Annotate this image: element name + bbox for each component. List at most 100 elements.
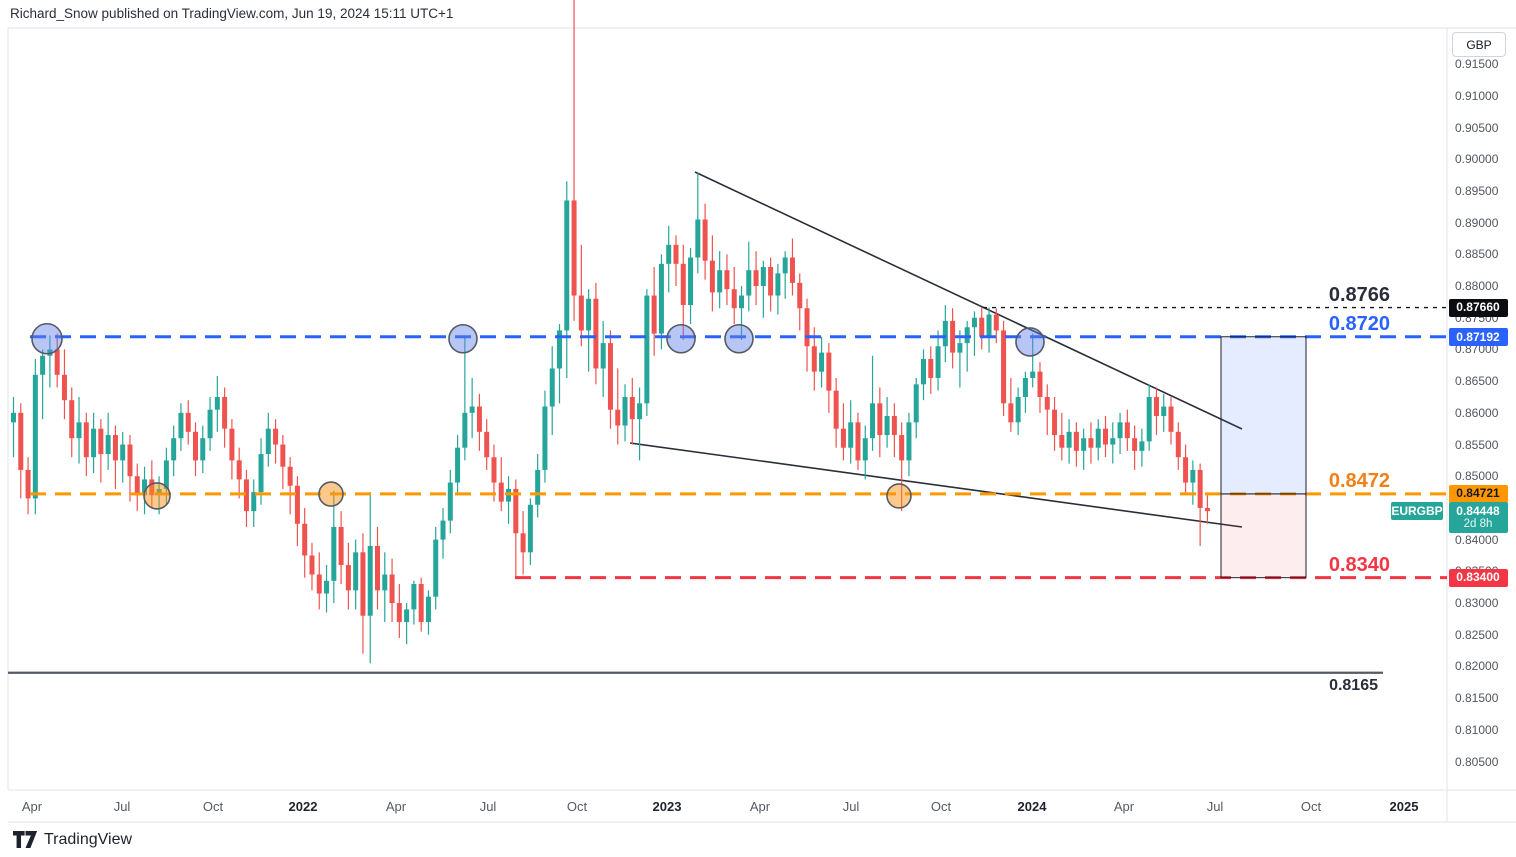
candle-body <box>120 444 126 461</box>
candle-body <box>615 409 621 426</box>
projection-box[interactable] <box>1220 493 1307 579</box>
candle-body <box>527 504 533 553</box>
candle-body <box>331 526 337 581</box>
candle-body <box>870 403 876 439</box>
candle-body <box>877 403 883 436</box>
candle-body <box>913 384 919 423</box>
candle-body <box>229 428 235 461</box>
candle-body <box>302 523 308 556</box>
brand-text: TradingView <box>44 830 133 848</box>
candle-body <box>251 492 257 512</box>
candle-body <box>622 396 628 426</box>
candle-body <box>826 352 832 391</box>
brand-footer: TradingView <box>13 830 132 849</box>
candle-body <box>258 454 264 493</box>
candle-body <box>1037 371 1043 397</box>
candle-body <box>637 403 643 420</box>
candle-body <box>32 374 38 499</box>
candle-body <box>840 428 846 448</box>
candle-body <box>287 466 293 486</box>
candle-body <box>178 412 184 439</box>
publication-caption: Richard_Snow published on TradingView.co… <box>10 6 454 21</box>
candle-body <box>498 482 504 502</box>
candle-body <box>316 574 322 594</box>
candle-body <box>418 584 424 623</box>
candle-body <box>797 282 803 309</box>
candle-body <box>105 435 111 455</box>
price-tick-label: 0.88000 <box>1455 279 1499 294</box>
candle-body <box>476 406 482 432</box>
candle-body <box>717 270 723 293</box>
time-label-month: Jul <box>479 799 497 814</box>
price-tick-label: 0.91000 <box>1455 88 1499 103</box>
candle-body <box>1204 507 1210 512</box>
price-tick-label: 0.85500 <box>1455 437 1499 452</box>
candle-body <box>804 308 810 347</box>
tradingview-logo-icon <box>13 831 38 848</box>
price-tick-label: 0.81000 <box>1455 722 1499 737</box>
candle-series <box>11 0 1210 664</box>
candle-body <box>964 327 970 344</box>
candle-body <box>702 219 708 261</box>
candle-body <box>484 431 490 458</box>
candle-body <box>658 263 664 334</box>
candle-body <box>789 257 795 283</box>
time-label-year: 2022 <box>288 799 318 814</box>
candle-body <box>971 317 977 328</box>
price-tick-label: 0.88500 <box>1455 247 1499 262</box>
candle-body <box>819 352 825 372</box>
candle-body <box>324 580 330 594</box>
level-label-0.8340: 0.8340 <box>1328 553 1390 576</box>
price-tick-label: 0.82000 <box>1455 659 1499 674</box>
trendline[interactable] <box>694 171 1243 430</box>
candle-body <box>1175 431 1181 458</box>
candle-body <box>185 412 191 432</box>
candle-body <box>40 355 46 375</box>
candle-body <box>891 416 897 436</box>
candle-body <box>1001 330 1007 404</box>
time-label-month: Jul <box>113 799 131 814</box>
time-label-year: 2024 <box>1017 799 1047 814</box>
blue-circle-marker[interactable] <box>666 323 696 354</box>
candle-body <box>1015 396 1021 423</box>
blue-circle-marker[interactable] <box>1015 327 1045 357</box>
candle-body <box>957 343 963 353</box>
candle-body <box>739 295 744 309</box>
blue-circle-marker[interactable] <box>448 323 478 354</box>
orange-circle-marker[interactable] <box>318 481 344 507</box>
candle-body <box>425 596 431 623</box>
orange-circle-marker[interactable] <box>143 482 171 510</box>
candle-body <box>112 435 118 461</box>
candle-body <box>207 409 213 439</box>
candle-body <box>353 552 359 591</box>
candle-body <box>1183 457 1189 483</box>
trendline[interactable] <box>629 442 1243 528</box>
time-label-year: 2023 <box>652 799 682 814</box>
candle-body <box>1044 396 1050 410</box>
candle-body <box>688 257 694 306</box>
candle-body <box>1052 409 1058 436</box>
currency-toggle-button[interactable]: GBP <box>1452 32 1506 57</box>
candle-body <box>600 343 606 369</box>
time-label-month: Oct <box>930 799 952 814</box>
candle-body <box>382 574 388 591</box>
candle-body <box>127 444 133 477</box>
time-label-month: Apr <box>385 799 407 814</box>
candle-body <box>469 406 475 413</box>
candle-body <box>644 295 650 404</box>
price-tick-label: 0.81500 <box>1455 691 1499 706</box>
candle-body <box>979 317 985 337</box>
candle-body <box>651 295 657 334</box>
orange-circle-marker[interactable] <box>886 483 912 509</box>
candle-body <box>1153 396 1159 417</box>
candle-body <box>1103 428 1108 445</box>
blue-circle-marker[interactable] <box>31 322 63 355</box>
candle-body <box>666 244 672 264</box>
projection-box[interactable] <box>1220 336 1307 495</box>
blue-circle-marker[interactable] <box>724 323 754 354</box>
candle-body <box>163 460 169 489</box>
candle-body <box>1095 428 1101 448</box>
candle-body <box>935 346 941 378</box>
candle-body <box>98 428 104 455</box>
